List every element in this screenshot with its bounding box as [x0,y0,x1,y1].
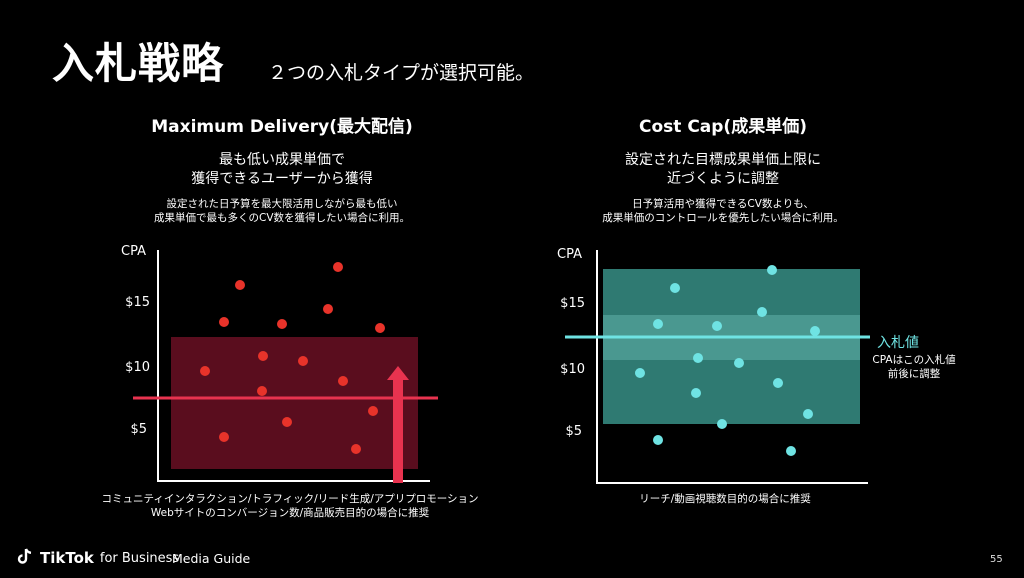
left-point [368,406,378,416]
left-point [298,356,308,366]
left-point [258,351,268,361]
bid-value-label: 入札値 [877,335,919,351]
left-point [282,417,292,427]
right-point [757,307,767,317]
left-desc-line1: 設定された日予算を最大限活用しながら最も低い [166,198,398,210]
right-point [693,353,703,363]
tiktok-logo-icon [17,548,32,564]
left-point [219,317,229,327]
left-cpa-range-box [171,337,418,469]
right-tick-10: $10 [560,362,585,377]
right-axis-cpa-label: CPA [557,247,582,262]
bid-note-line2: 前後に調整 [887,368,941,380]
left-point [338,376,348,386]
right-lead-line1: 設定された目標成果単価上限に [625,152,821,168]
left-tick-10: $10 [125,360,150,375]
left-lead-line1: 最も低い成果単価で [219,152,345,168]
left-point [219,432,229,442]
right-point [734,358,744,368]
right-point [767,265,777,275]
left-heading: Maximum Delivery(最大配信) [151,117,413,137]
left-lead-line2: 獲得できるユーザーから獲得 [191,171,373,187]
right-point [712,321,722,331]
page-number: 55 [990,554,1003,565]
right-point [786,446,796,456]
left-tick-15: $15 [125,295,150,310]
left-caption-line2: Webサイトのコンバージョン数/商品販売目的の場合に推奨 [150,507,430,519]
right-scatter-points [635,265,820,456]
page-subtitle: ２つの入札タイプが選択可能。 [268,62,535,84]
right-point [773,378,783,388]
left-desc-line2: 成果単価で最も多くのCV数を獲得したい場合に利用。 [153,212,410,224]
footer-brand-name: TikTok [40,549,94,567]
left-point [375,323,385,333]
bid-note-line1: CPAはこの入札値 [872,354,956,366]
footer-brand-sub: for Business [99,550,180,566]
left-caption-line1: コミュニティインタラクション/トラフィック/リード生成/アプリプロモーション [101,493,479,505]
left-up-arrow [387,366,409,483]
left-tick-5: $5 [130,422,147,437]
right-lead-line2: 近づくように調整 [667,171,779,187]
footer-brand: TikTok for Business [18,549,179,567]
right-point [670,283,680,293]
left-scatter-points [200,262,385,454]
right-point [635,368,645,378]
right-point [717,419,727,429]
page-title: 入札戦略 [52,39,225,88]
right-desc-line2: 成果単価のコントロールを優先したい場合に利用。 [602,212,844,224]
left-point [351,444,361,454]
left-point [200,366,210,376]
right-point [810,326,820,336]
left-point [333,262,343,272]
left-point [235,280,245,290]
right-caption-line1: リーチ/動画視聴数目的の場合に推奨 [639,493,811,505]
right-point [653,435,663,445]
right-point [691,388,701,398]
right-heading: Cost Cap(成果単価) [639,117,807,137]
footer-guide: Media Guide [172,551,251,566]
right-point [653,319,663,329]
right-tick-15: $15 [560,296,585,311]
right-point [803,409,813,419]
right-tick-5: $5 [565,424,582,439]
right-desc-line1: 日予算活用や獲得できるCV数よりも、 [632,198,814,210]
left-point [277,319,287,329]
left-axis-cpa-label: CPA [121,244,146,259]
left-point [257,386,267,396]
left-point [323,304,333,314]
